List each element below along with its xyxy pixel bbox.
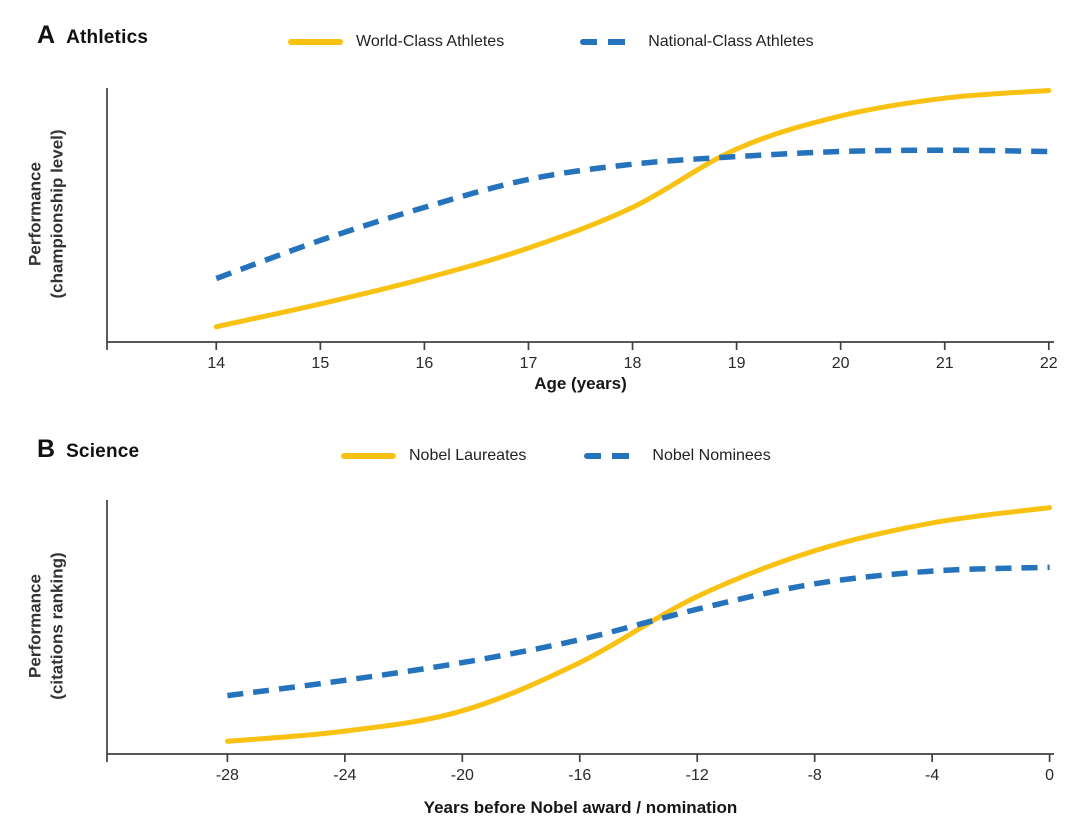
panel-b-x-axis-label: Years before Nobel award / nomination [423,798,738,817]
legend-item-laureates: Nobel Laureates [341,447,526,465]
x-tick-label: -12 [686,767,709,784]
panel-b-letter: B [37,435,56,463]
x-tick-label: 16 [416,355,434,372]
x-tick-label: 15 [311,355,329,372]
x-tick-label: 19 [728,355,746,372]
panel-a-y-axis-label: Performance (championship level) [25,129,66,299]
panel-b-header: B Science [37,435,139,464]
x-tick-label: -4 [925,767,939,784]
x-tick-label: 21 [936,355,954,372]
solid-series-curve [213,88,1052,330]
solid-line-swatch-icon [288,39,343,45]
x-tick-label: -8 [808,767,822,784]
x-tick-label: 20 [832,355,850,372]
science-chart: -28 -24 -20 -16 -12 -8 -4 0 [106,500,1054,784]
panel-a-letter: A [37,21,56,49]
x-tick-label: -20 [451,767,474,784]
legend-label: Nobel Nominees [652,447,771,464]
legend-item-national-class: National-Class Athletes [580,33,814,51]
dashed-series-curve [227,564,1050,699]
panel-b-title: Science [66,441,140,462]
x-tick-label: -24 [333,767,356,784]
x-tick-label: 18 [624,355,642,372]
panel-a-title: Athletics [66,27,149,48]
dashed-line-swatch-icon [580,39,636,45]
x-tick-label: 0 [1045,767,1054,784]
panel-b-y-axis-label: Performance (citations ranking) [25,552,66,700]
dashed-series-curve [215,147,1049,282]
legend-label: Nobel Laureates [409,447,527,464]
x-tick-label: -16 [568,767,591,784]
legend-item-nominees: Nobel Nominees [584,447,771,465]
legend-label: World-Class Athletes [356,33,505,50]
dashed-line-swatch-icon [584,453,640,459]
panel-a-legend: World-Class Athletes National-Class Athl… [288,33,814,51]
legend-label: National-Class Athletes [648,33,814,50]
x-tick-label: 14 [207,355,225,372]
x-tick-label: -28 [216,767,239,784]
legend-item-world-class: World-Class Athletes [288,33,504,51]
panel-b-legend: Nobel Laureates Nobel Nominees [341,447,771,465]
panel-a-header: A Athletics [37,21,148,50]
x-tick-label: 17 [520,355,538,372]
panel-a-x-axis-label: Age (years) [534,374,627,393]
solid-line-swatch-icon [341,453,396,459]
solid-series-curve [224,505,1053,744]
x-tick-label: 22 [1040,355,1058,372]
athletics-chart: 14 15 16 17 18 19 20 21 22 [106,88,1058,372]
